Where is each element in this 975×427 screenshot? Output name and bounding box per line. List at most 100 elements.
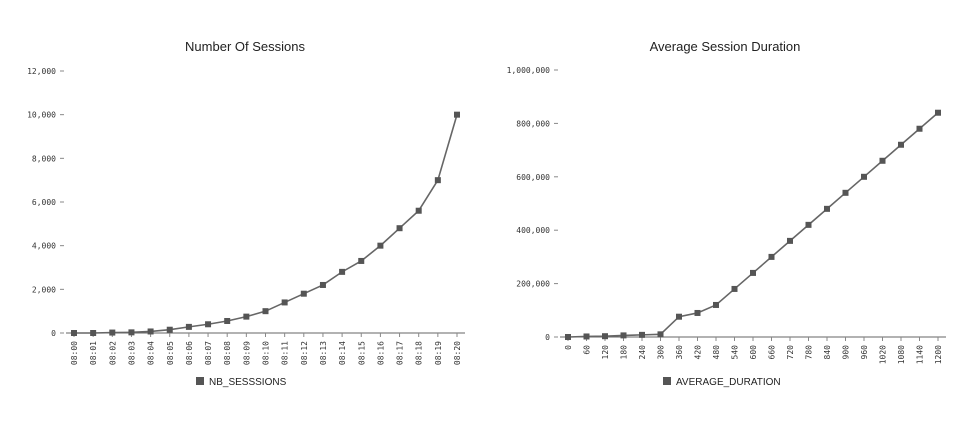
sessions-x-tick-label: 08:03: [127, 341, 136, 365]
duration-legend-swatch: [663, 377, 671, 385]
sessions-x-tick-label: 08:16: [376, 341, 385, 365]
sessions-x-tick-label: 08:20: [453, 341, 462, 365]
duration-data-point: [602, 333, 608, 340]
duration-x-tick-label: 960: [860, 345, 869, 360]
sessions-x-tick-label: 08:00: [70, 341, 79, 365]
sessions-y-tick-label: 10,000: [27, 111, 56, 120]
duration-data-point: [935, 109, 941, 116]
sessions-x-tick-label: 08:17: [396, 341, 405, 365]
duration-data-point: [657, 331, 664, 338]
duration-x-tick-label: 600: [749, 345, 758, 360]
sessions-data-point: [358, 257, 365, 264]
duration-x-tick-label: 900: [842, 345, 851, 360]
sessions-data-point: [90, 330, 97, 336]
sessions-chart: Number Of Sessions 0 2,000 4,000 6,000 8,000…: [27, 39, 465, 388]
sessions-data-point: [262, 308, 269, 315]
duration-data-point: [824, 205, 830, 212]
duration-x-tick-label: 120: [601, 345, 610, 360]
sessions-x-tick-label: 08:15: [357, 341, 366, 365]
sessions-y-tick-label: 2,000: [32, 285, 56, 294]
sessions-y-tick-label: 4,000: [32, 242, 56, 251]
sessions-data-point: [377, 242, 384, 249]
sessions-data-point: [128, 329, 135, 336]
duration-x-tick-label: 1020: [879, 345, 888, 364]
duration-series-line: [567, 112, 939, 338]
sessions-x-tick-label: 08:04: [147, 341, 156, 365]
sessions-data-point: [185, 323, 192, 330]
duration-x-tick-label: 420: [694, 345, 703, 360]
duration-x-tick-label: 780: [805, 345, 814, 360]
sessions-data-point: [339, 268, 346, 275]
sessions-x-tick-label: 08:01: [89, 341, 98, 365]
sessions-data-point: [454, 111, 460, 118]
duration-x-tick-label: 180: [620, 345, 629, 360]
sessions-data-point: [300, 290, 307, 297]
sessions-legend-label: NB_SESSSIONS: [209, 377, 287, 388]
sessions-x-tick-label: 08:18: [415, 341, 424, 365]
sessions-data-point: [224, 317, 231, 324]
sessions-legend-swatch: [196, 377, 204, 385]
sessions-x-tick-label: 08:09: [242, 341, 251, 365]
duration-chart: Average Session Duration 0 200,000 400,000…: [507, 39, 946, 388]
duration-data-point: [787, 237, 793, 244]
sessions-data-point: [434, 177, 441, 184]
sessions-data-point: [243, 313, 250, 320]
duration-x-tick-label: 0: [564, 345, 573, 350]
sessions-y-tick-label: 6,000: [32, 198, 56, 207]
duration-x-tick-label: 480: [712, 345, 721, 360]
duration-data-point: [639, 331, 645, 338]
sessions-y-tick-label: 8,000: [32, 154, 56, 163]
sessions-x-tick-label: 08:07: [204, 341, 213, 365]
sessions-x-tick-label: 08:05: [166, 341, 175, 365]
duration-x-tick-label: 300: [657, 345, 666, 360]
duration-data-point: [731, 285, 738, 292]
duration-data-point: [879, 157, 886, 164]
sessions-x-tick-label: 08:13: [319, 341, 328, 365]
duration-x-tick-label: 60: [583, 345, 592, 355]
duration-data-point: [805, 221, 812, 228]
sessions-x-tick-label: 08:06: [185, 341, 194, 365]
duration-data-point: [620, 332, 627, 339]
duration-x-tick-label: 1080: [897, 345, 906, 364]
duration-y-tick-label: 200,000: [516, 280, 550, 289]
sessions-y-tick-label: 12,000: [27, 67, 56, 76]
duration-data-point: [750, 269, 756, 276]
duration-data-point: [898, 141, 904, 148]
duration-data-point: [842, 189, 849, 196]
duration-legend-label: AVERAGE_DURATION: [676, 377, 781, 388]
sessions-data-point: [319, 281, 326, 288]
sessions-x-tick-label: 08:11: [281, 341, 290, 365]
duration-data-point: [713, 301, 719, 308]
sessions-y-tick-label: 0: [51, 329, 56, 338]
sessions-data-point: [147, 328, 154, 335]
sessions-data-point: [109, 329, 116, 336]
duration-y-tick-label: 400,000: [516, 226, 550, 235]
duration-data-point: [768, 253, 775, 260]
sessions-data-point: [396, 225, 403, 232]
sessions-data-point: [166, 326, 173, 333]
sessions-x-tick-label: 08:08: [223, 341, 232, 365]
sessions-x-tick-label: 08:14: [338, 341, 347, 365]
duration-x-tick-label: 1140: [916, 345, 925, 364]
duration-x-tick-label: 240: [638, 345, 647, 360]
duration-x-tick-label: 540: [731, 345, 740, 360]
duration-x-tick-label: 720: [786, 345, 795, 360]
duration-data-point: [583, 333, 590, 340]
duration-y-tick-label: 0: [545, 333, 550, 342]
duration-data-point: [916, 125, 923, 132]
duration-data-point: [861, 173, 867, 180]
duration-data-point: [694, 309, 701, 316]
sessions-chart-title: Number Of Sessions: [185, 39, 305, 54]
sessions-series-line: [74, 114, 458, 334]
duration-x-tick-label: 360: [675, 345, 684, 360]
sessions-x-tick-label: 08:10: [262, 341, 271, 365]
sessions-x-tick-label: 08:02: [108, 341, 117, 365]
duration-x-tick-label: 840: [823, 345, 832, 360]
duration-x-tick-label: 1200: [934, 345, 943, 364]
duration-chart-title: Average Session Duration: [650, 39, 801, 54]
sessions-data-point: [281, 299, 288, 306]
sessions-x-tick-label: 08:12: [300, 341, 309, 365]
duration-data-point: [565, 334, 571, 340]
duration-y-tick-label: 800,000: [516, 119, 550, 128]
